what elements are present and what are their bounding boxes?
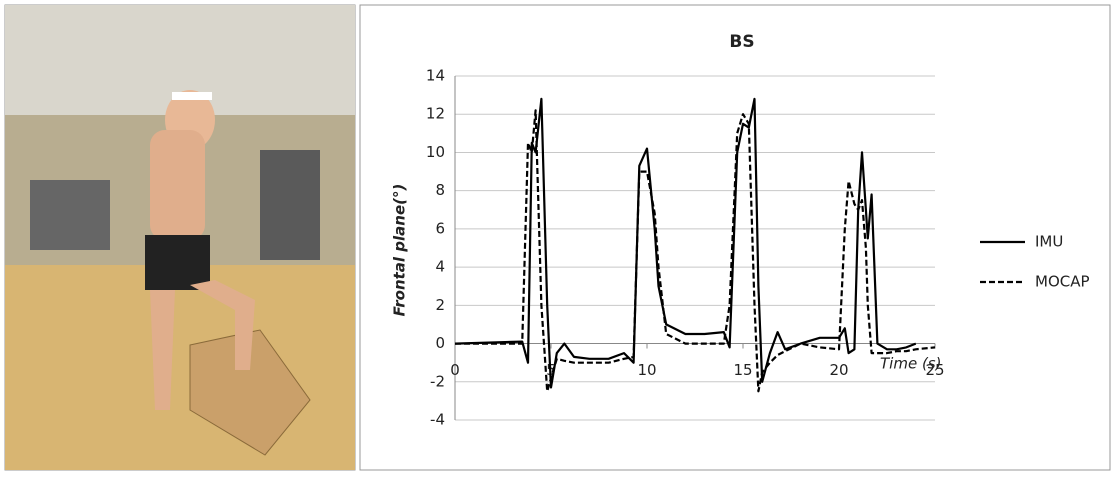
y-tick-label: 4	[435, 258, 445, 276]
y-tick-label: 8	[435, 181, 445, 199]
x-tick-label: 0	[450, 361, 460, 379]
y-axis-label: Frontal plane(°)	[391, 184, 409, 317]
y-tick-label: 0	[435, 334, 445, 352]
x-tick-label: 25	[925, 361, 944, 379]
y-tick-label: 10	[426, 143, 445, 161]
y-tick-label: 2	[435, 296, 445, 314]
y-tick-label: -4	[430, 411, 445, 429]
y-tick-label: 14	[426, 67, 445, 85]
photo	[5, 5, 355, 470]
y-tick-label: -2	[430, 372, 445, 390]
legend-label: IMU	[1035, 233, 1063, 251]
y-tick-label: 6	[435, 219, 445, 237]
legend-label: MOCAP	[1035, 273, 1090, 291]
x-tick-label: 15	[733, 361, 752, 379]
x-tick-label: 10	[637, 361, 656, 379]
chart-frame	[360, 5, 1110, 470]
x-tick-label: 20	[829, 361, 848, 379]
chart-title: BS	[729, 32, 754, 52]
y-tick-label: 12	[426, 105, 445, 123]
figure: BS Frontal plane(°) Time (s) -4-20246810…	[0, 0, 1118, 476]
